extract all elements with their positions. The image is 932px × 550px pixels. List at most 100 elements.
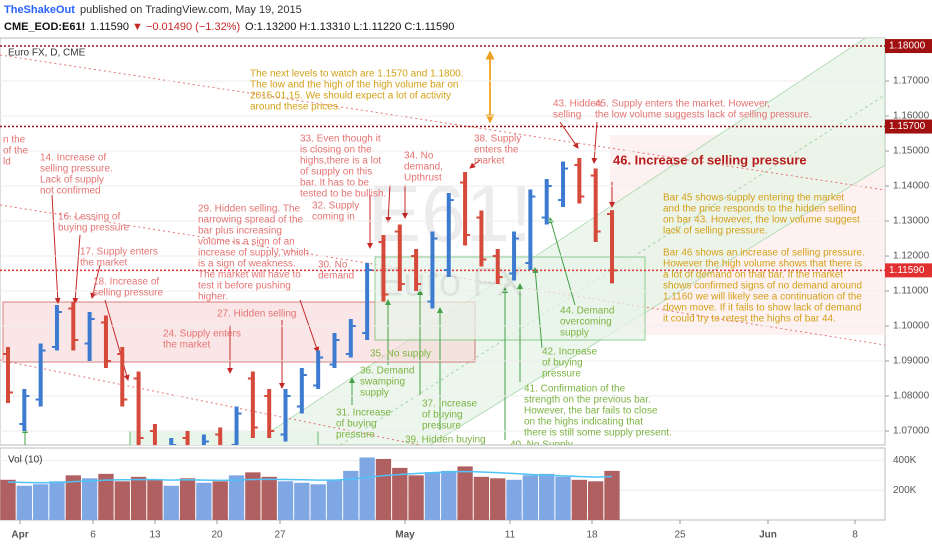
- annotation: n the: [3, 135, 26, 146]
- volume-bar: [326, 479, 343, 520]
- volume-bar: [343, 470, 359, 520]
- volume-bar: [98, 473, 114, 520]
- level-tag: [885, 119, 932, 134]
- annotation: However, the bar fails to close: [524, 406, 658, 417]
- x-tick-label: 11: [505, 530, 516, 541]
- volume-bar: [375, 458, 392, 520]
- volume-ma: [7, 470, 613, 484]
- annotation: selling pressure.: [40, 164, 113, 175]
- y-tick-label: 200K: [893, 485, 917, 496]
- annotation: 1.1160 we will likely see a continuation…: [663, 292, 862, 303]
- volume-bar: [65, 475, 81, 520]
- annotation: of the: [3, 146, 28, 157]
- volume-bar: [81, 478, 98, 520]
- annotation: a lot of demand on that bar. If the mark…: [663, 270, 843, 281]
- volume-bar: [539, 473, 555, 520]
- symbol: CME_EOD:E61!: [4, 21, 85, 33]
- annotation: around these prices.: [250, 102, 341, 113]
- annotation: 14. Increase of: [40, 153, 106, 164]
- annotation: 29. Hidden selling. The: [198, 204, 301, 215]
- y-tick-label: 1.09000: [893, 356, 930, 367]
- annotation: 33. Even though it: [300, 134, 381, 145]
- y-tick-label: 1.07000: [893, 426, 930, 437]
- level-tag: [885, 39, 932, 54]
- x-tick-label: 27: [274, 530, 286, 541]
- annotation: down move. If it fails to show lack of d…: [663, 303, 861, 314]
- volume-bar: [457, 466, 473, 520]
- annotation: 17. Supply enters: [80, 247, 158, 258]
- annotation: shows confirmed signs of no demand aroun…: [663, 281, 862, 292]
- annotation: 39. Hidden buying: [405, 435, 486, 446]
- volume-bar: [228, 475, 245, 520]
- annotation: on bar 43. However, the low volume sugge…: [663, 215, 860, 226]
- green-arrows: [22, 217, 576, 445]
- annotation: coming in: [312, 212, 355, 223]
- annotation: of buying: [336, 419, 377, 430]
- annotation: there is still some supply present.: [524, 428, 672, 439]
- annotation: However the high volume shows that there…: [663, 259, 862, 270]
- annotation: tested to be bullish.: [300, 189, 386, 200]
- annotation: of supply on this: [300, 167, 372, 178]
- annotation: volume is a sign of an: [198, 237, 295, 248]
- volume-bar: [130, 476, 147, 520]
- level-label: 1.11590: [889, 265, 925, 276]
- x-tick-label: Apr: [11, 530, 28, 541]
- annotation: not confirmed: [40, 186, 101, 197]
- annotation: the market: [80, 258, 127, 269]
- annotation: The market will have to: [198, 270, 301, 281]
- volume-bar: [424, 472, 441, 520]
- trend-line: [0, 54, 885, 191]
- annotation: is closing on the: [300, 145, 372, 156]
- volume-bar: [490, 478, 506, 520]
- y-tick-label: 400K: [893, 455, 917, 466]
- annotation: highs,there is a lot: [300, 156, 381, 167]
- annotation: Bar 46 shows an increase of selling pres…: [663, 248, 865, 259]
- volume-bar: [571, 479, 588, 520]
- trend-line: [0, 359, 421, 445]
- annotation: demand: [318, 271, 354, 282]
- annotation: 32. Supply: [312, 201, 359, 212]
- published: published on TradingView.com, May 19, 20…: [80, 4, 302, 16]
- annotation: it could try to retest the highs of bar …: [663, 314, 836, 325]
- volume-bar: [147, 479, 163, 520]
- x-tick-label: May: [395, 530, 415, 541]
- volume-bar: [588, 481, 604, 520]
- annotation: Upthrust: [404, 173, 442, 184]
- annotation: pressure: [422, 421, 461, 432]
- annotation: higher.: [198, 292, 228, 303]
- annotation: selling: [553, 110, 581, 121]
- volume-bar: [359, 457, 375, 520]
- annotation: is a sign of weakness.: [198, 259, 296, 270]
- volume-bar: [506, 479, 522, 520]
- volume-bar: [261, 476, 277, 520]
- annotation: 27. Hidden selling: [217, 309, 297, 320]
- annotation: and the price responds to the hidden sel…: [663, 204, 856, 215]
- annotation: Lack of supply: [40, 175, 104, 186]
- annotation: demand,: [404, 162, 443, 173]
- annotation: narrowing spread of the: [198, 215, 304, 226]
- annotation: ld: [3, 157, 11, 168]
- x-tick-label: 13: [149, 530, 161, 541]
- annotation: 40. No Supply: [510, 440, 573, 451]
- annotation: increase of supply, which: [198, 248, 309, 259]
- annotation: 31. Increase: [336, 408, 391, 419]
- y-tick-label: 1.10000: [893, 321, 930, 332]
- x-tick-label: 18: [586, 530, 598, 541]
- volume-bar: [196, 482, 212, 520]
- x-tick-label: 6: [90, 530, 96, 541]
- volume-bar: [212, 481, 228, 520]
- volume-bar: [179, 478, 196, 520]
- annotation: bar plus increasing: [198, 226, 282, 237]
- change: ▼ −0.01490 (−1.32%): [132, 21, 240, 33]
- y-tick-label: 1.15000: [893, 146, 930, 157]
- annotation: of buying: [542, 358, 583, 369]
- annotation: supply: [560, 328, 589, 339]
- annotation: 38. Supply: [474, 134, 521, 145]
- annotation: on the highs indicating that: [524, 417, 643, 428]
- volume-bar: [245, 472, 261, 520]
- volume-bar: [555, 476, 571, 520]
- annotation: selling pressure: [93, 288, 163, 299]
- annotation: test it before pushing: [198, 281, 291, 292]
- annotation: 41. Confirmation of the: [524, 384, 626, 395]
- annotation: 45. Supply enters the market. However,: [595, 99, 770, 110]
